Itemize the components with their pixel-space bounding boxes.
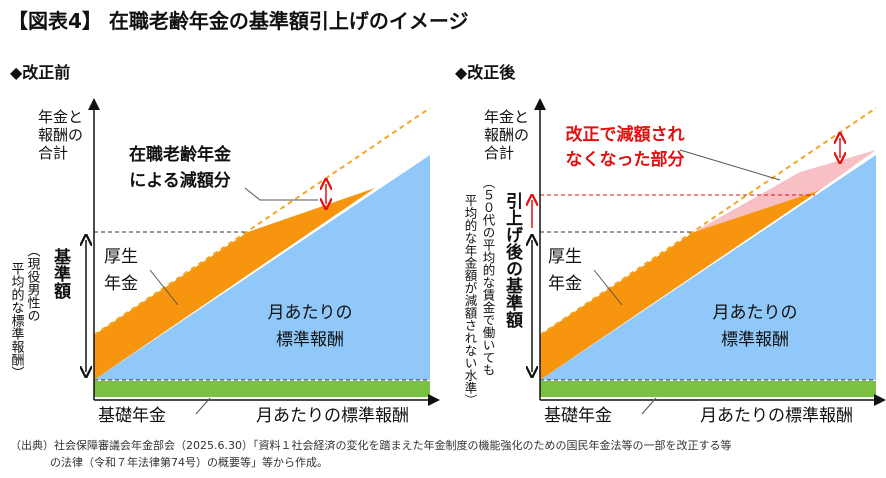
- leader: [593, 269, 623, 306]
- panel-before: ◆改正前 年金と 報酬の 合計 在職老齢年金 による減額分 基準額 （現役男性の…: [9, 63, 440, 426]
- leader: [679, 149, 781, 181]
- leader: [195, 397, 211, 415]
- threshold-label: 基準額: [50, 247, 72, 300]
- remuneration-label: 月あたりの: [268, 303, 353, 323]
- panel-heading: ◆改正前: [10, 63, 70, 82]
- leader: [244, 187, 318, 201]
- y-axis-label: 報酬の: [484, 126, 529, 144]
- callout: なくなった部分: [566, 149, 685, 170]
- threshold-note: 平均的な標準報酬）: [9, 262, 25, 379]
- employee-pension-area: [94, 188, 375, 380]
- employee-pension-label: 厚生: [104, 247, 138, 267]
- y-axis-label: 合計: [38, 144, 68, 162]
- restored-area: [694, 150, 876, 232]
- leader: [641, 397, 657, 415]
- footnote: （出典）社会保障審議会年金部会（2025.6.30）「資料１社会経済の変化を踏ま…: [10, 438, 731, 452]
- panel-after: ◆改正後 年金と 報酬の 合計 改正で減額され なくなった部分 引上げ後の基準額…: [455, 63, 886, 426]
- remuneration-label: 月あたりの: [713, 303, 798, 323]
- base-pension-label: 基礎年金: [98, 406, 166, 426]
- employee-pension-label: 年金: [104, 274, 138, 294]
- base-pension-band: [94, 381, 430, 397]
- footnote: の法律（令和７年法律第74号）の概要等」等から作成。: [50, 455, 328, 469]
- threshold-note: （現役男性の: [25, 244, 41, 322]
- threshold-note: 平均的な年金額が減額されない水準）: [463, 194, 478, 407]
- remuneration-label: 標準報酬: [721, 330, 789, 350]
- remuneration-area: [94, 155, 430, 380]
- callout: 在職老齢年金: [129, 144, 232, 165]
- remuneration-label: 標準報酬: [276, 330, 344, 350]
- y-axis-label: 年金と: [38, 108, 83, 126]
- x-axis-label: 月あたりの標準報酬: [700, 406, 853, 426]
- y-axis-label: 年金と: [484, 108, 529, 126]
- total-line: [539, 107, 877, 336]
- y-axis-label: 報酬の: [38, 126, 83, 144]
- title: 【図表4】 在職老齢年金の基準額引上げのイメージ: [8, 9, 468, 33]
- threshold-label: 引上げ後の基準額: [502, 192, 524, 329]
- threshold-note: （５０代の平均的な賃金で働いても: [481, 176, 496, 376]
- panel-heading: ◆改正後: [455, 63, 516, 82]
- base-pension-label: 基礎年金: [544, 406, 612, 426]
- employee-pension-label: 年金: [548, 274, 582, 294]
- base-pension-band: [540, 381, 876, 397]
- x-axis-label: 月あたりの標準報酬: [256, 406, 409, 426]
- callout: による減額分: [129, 170, 231, 191]
- callout: 改正で減額され: [566, 124, 685, 145]
- remuneration-area: [540, 155, 876, 380]
- total-line: [93, 107, 431, 336]
- leader: [149, 269, 179, 306]
- y-axis-label: 合計: [484, 144, 514, 162]
- employee-pension-area: [540, 190, 820, 380]
- employee-pension-label: 厚生: [548, 247, 582, 267]
